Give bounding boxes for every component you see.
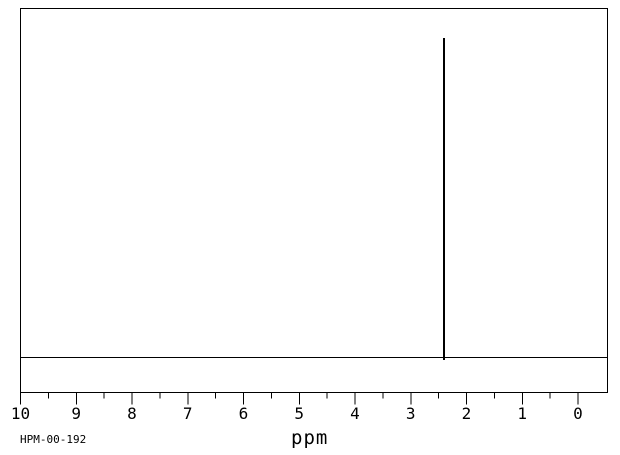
- x-axis-tick-label: 8: [127, 404, 137, 423]
- x-axis-tick-label: 5: [294, 404, 304, 423]
- sample-id-label: HPM-00-192: [20, 433, 87, 446]
- x-axis-tick-label: 0: [573, 404, 583, 423]
- x-axis-tick-label: 1: [517, 404, 527, 423]
- plot-frame: [20, 8, 608, 393]
- x-axis-tick-label: 3: [406, 404, 416, 423]
- x-axis-tick-label: 4: [350, 404, 360, 423]
- x-axis-tick-label: 9: [71, 404, 81, 423]
- x-axis-unit-label: ppm: [291, 427, 329, 449]
- x-axis-tick-label: 6: [239, 404, 249, 423]
- x-axis-tick-label: 10: [11, 404, 30, 423]
- x-axis-tick-label: 2: [462, 404, 472, 423]
- x-axis-tick-label: 7: [183, 404, 193, 423]
